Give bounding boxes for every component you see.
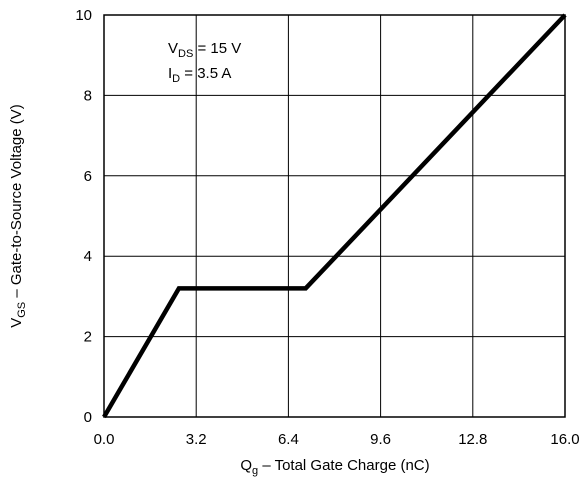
x-tick-label: 6.4 bbox=[278, 431, 299, 448]
y-tick-label: 2 bbox=[84, 329, 92, 346]
y-tick-label: 8 bbox=[84, 87, 92, 104]
y-tick-label: 4 bbox=[84, 248, 92, 265]
x-tick-label: 3.2 bbox=[186, 431, 207, 448]
x-tick-label: 0.0 bbox=[94, 431, 115, 448]
x-tick-label: 16.0 bbox=[550, 431, 579, 448]
x-axis-label: Qg – Total Gate Charge (nC) bbox=[240, 457, 429, 477]
y-tick-label: 6 bbox=[84, 168, 92, 185]
annotation-vds: VDS = 15 V bbox=[168, 40, 241, 60]
y-axis-label: VGS – Gate-to-Source Voltage (V) bbox=[8, 104, 28, 328]
y-tick-label: 0 bbox=[84, 409, 92, 426]
annotation-id: ID = 3.5 A bbox=[168, 65, 231, 85]
x-tick-label: 9.6 bbox=[370, 431, 391, 448]
x-tick-label: 12.8 bbox=[458, 431, 487, 448]
tick-layer: 0.0 3.2 6.4 9.6 12.8 16.0 0 2 4 6 8 10 bbox=[75, 7, 579, 448]
y-tick-label: 10 bbox=[75, 7, 92, 24]
